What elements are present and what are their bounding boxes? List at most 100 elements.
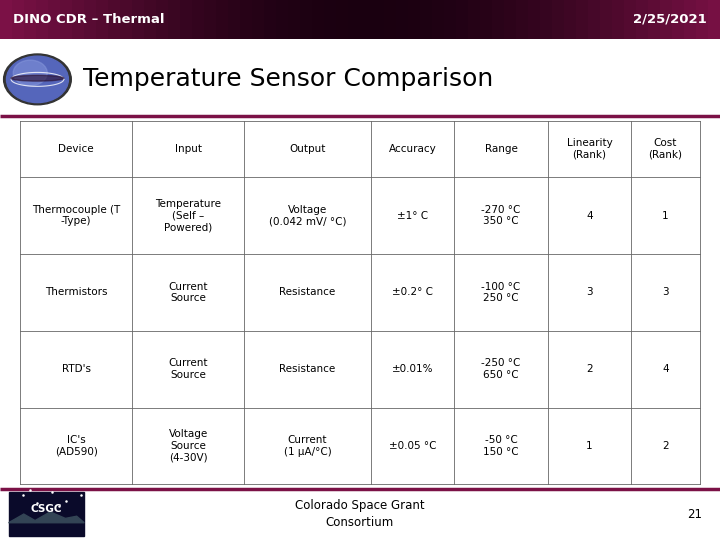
Text: Thermocouple (T
-Type): Thermocouple (T -Type) bbox=[32, 205, 120, 226]
Bar bbox=[636, 0, 649, 39]
Bar bbox=[348, 0, 361, 39]
Bar bbox=[480, 0, 492, 39]
Bar bbox=[576, 0, 589, 39]
Bar bbox=[12, 0, 24, 39]
Bar bbox=[660, 0, 672, 39]
Bar bbox=[528, 0, 541, 39]
Text: Accuracy: Accuracy bbox=[389, 144, 436, 154]
Text: Resistance: Resistance bbox=[279, 287, 336, 298]
Text: ±0.01%: ±0.01% bbox=[392, 364, 433, 374]
Text: RTD's: RTD's bbox=[62, 364, 91, 374]
Ellipse shape bbox=[11, 75, 64, 81]
Bar bbox=[132, 0, 145, 39]
Bar bbox=[372, 0, 384, 39]
Text: Linearity
(Rank): Linearity (Rank) bbox=[567, 138, 613, 160]
Text: CSGC: CSGC bbox=[31, 504, 62, 514]
Bar bbox=[36, 0, 49, 39]
Bar bbox=[672, 0, 685, 39]
Bar bbox=[504, 0, 517, 39]
Text: DINO CDR – Thermal: DINO CDR – Thermal bbox=[13, 13, 164, 26]
Text: IC's
(AD590): IC's (AD590) bbox=[55, 435, 98, 457]
Bar bbox=[240, 0, 253, 39]
Text: Colorado Space Grant
Consortium: Colorado Space Grant Consortium bbox=[295, 500, 425, 529]
Bar bbox=[252, 0, 265, 39]
Text: 2: 2 bbox=[586, 364, 593, 374]
Text: 1: 1 bbox=[662, 211, 669, 221]
Text: 4: 4 bbox=[662, 364, 669, 374]
Bar bbox=[120, 0, 132, 39]
Text: Device: Device bbox=[58, 144, 94, 154]
Bar bbox=[384, 0, 397, 39]
Text: 2: 2 bbox=[662, 441, 669, 451]
Bar bbox=[420, 0, 433, 39]
Bar bbox=[276, 0, 289, 39]
Bar bbox=[216, 0, 229, 39]
Bar bbox=[168, 0, 181, 39]
Bar bbox=[564, 0, 577, 39]
Bar bbox=[264, 0, 276, 39]
Bar bbox=[588, 0, 600, 39]
Text: Cost
(Rank): Cost (Rank) bbox=[649, 138, 683, 160]
Bar bbox=[468, 0, 481, 39]
Circle shape bbox=[4, 54, 71, 105]
Text: 4: 4 bbox=[586, 211, 593, 221]
Bar bbox=[72, 0, 85, 39]
Circle shape bbox=[13, 60, 48, 86]
Text: Range: Range bbox=[485, 144, 518, 154]
Text: Current
Source: Current Source bbox=[168, 359, 208, 380]
Bar bbox=[9, 492, 84, 536]
Text: 3: 3 bbox=[586, 287, 593, 298]
Bar bbox=[84, 0, 96, 39]
Bar bbox=[180, 0, 193, 39]
Text: Output: Output bbox=[289, 144, 325, 154]
Bar bbox=[108, 0, 121, 39]
Bar bbox=[156, 0, 168, 39]
Text: -270 °C
350 °C: -270 °C 350 °C bbox=[481, 205, 521, 226]
Text: Current
(1 μA/°C): Current (1 μA/°C) bbox=[284, 435, 331, 457]
Text: -50 °C
150 °C: -50 °C 150 °C bbox=[483, 435, 519, 457]
Bar bbox=[0, 0, 13, 39]
Bar bbox=[456, 0, 469, 39]
Bar bbox=[288, 0, 301, 39]
Bar bbox=[312, 0, 325, 39]
Bar bbox=[540, 0, 553, 39]
Bar bbox=[492, 0, 505, 39]
Text: Voltage
Source
(4-30V): Voltage Source (4-30V) bbox=[168, 429, 208, 463]
Bar bbox=[204, 0, 217, 39]
Text: Thermistors: Thermistors bbox=[45, 287, 107, 298]
Text: -250 °C
650 °C: -250 °C 650 °C bbox=[481, 359, 521, 380]
Bar bbox=[648, 0, 661, 39]
Text: ±1° C: ±1° C bbox=[397, 211, 428, 221]
Bar bbox=[396, 0, 409, 39]
Bar bbox=[96, 0, 109, 39]
Bar bbox=[408, 0, 420, 39]
Bar bbox=[612, 0, 625, 39]
Bar bbox=[432, 0, 445, 39]
Bar bbox=[144, 0, 157, 39]
Bar bbox=[324, 0, 337, 39]
Bar bbox=[708, 0, 720, 39]
Bar bbox=[192, 0, 204, 39]
Bar bbox=[696, 0, 708, 39]
Bar bbox=[300, 0, 312, 39]
Bar bbox=[444, 0, 456, 39]
Bar bbox=[624, 0, 636, 39]
Text: Current
Source: Current Source bbox=[168, 282, 208, 303]
Text: Input: Input bbox=[175, 144, 202, 154]
Text: 1: 1 bbox=[586, 441, 593, 451]
Text: 3: 3 bbox=[662, 287, 669, 298]
Text: Resistance: Resistance bbox=[279, 364, 336, 374]
Bar bbox=[552, 0, 564, 39]
Bar bbox=[516, 0, 528, 39]
Bar bbox=[360, 0, 373, 39]
Text: 2/25/2021: 2/25/2021 bbox=[634, 13, 707, 26]
Bar bbox=[60, 0, 73, 39]
Text: ±0.2° C: ±0.2° C bbox=[392, 287, 433, 298]
Text: 21: 21 bbox=[687, 508, 702, 521]
Bar bbox=[228, 0, 240, 39]
Circle shape bbox=[6, 56, 68, 103]
Bar bbox=[600, 0, 613, 39]
Text: Temperature Sensor Comparison: Temperature Sensor Comparison bbox=[83, 68, 493, 91]
Polygon shape bbox=[9, 512, 84, 523]
Text: -100 °C
250 °C: -100 °C 250 °C bbox=[482, 282, 521, 303]
